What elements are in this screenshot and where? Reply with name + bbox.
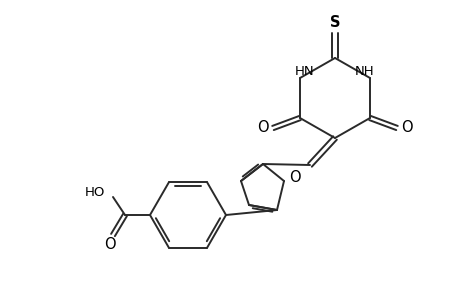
Text: O: O — [288, 169, 300, 184]
Text: HO: HO — [84, 187, 105, 200]
Text: NH: NH — [354, 64, 374, 77]
Text: S: S — [329, 14, 340, 29]
Text: O: O — [104, 238, 116, 253]
Text: HN: HN — [295, 64, 314, 77]
Text: O: O — [257, 121, 268, 136]
Text: O: O — [400, 121, 412, 136]
